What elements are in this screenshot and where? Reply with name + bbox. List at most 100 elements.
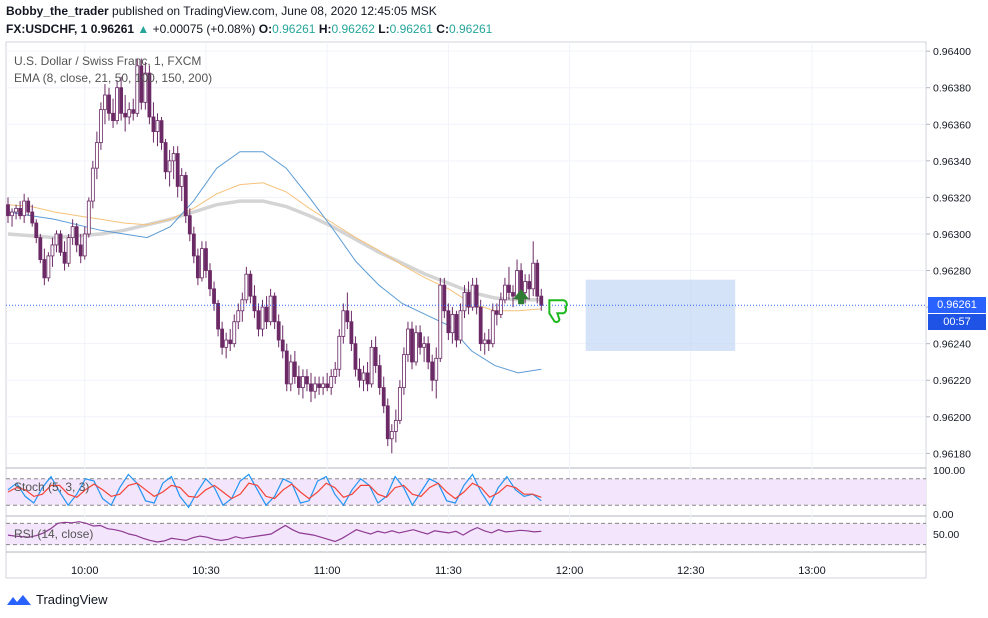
- candle-body: [260, 306, 265, 330]
- candle-body: [296, 376, 301, 388]
- candle-body: [498, 299, 503, 315]
- candle-body: [329, 376, 334, 388]
- tradingview-logo-icon: [7, 594, 31, 605]
- candle-body: [151, 116, 156, 132]
- candle-body: [155, 120, 160, 132]
- candle-body: [191, 233, 196, 257]
- candle-body: [341, 310, 346, 337]
- author-name[interactable]: Bobby_the_trader: [6, 4, 109, 18]
- last-price-tag: 0.96261: [928, 297, 986, 313]
- grid: [6, 42, 926, 552]
- publish-line: Bobby_the_trader published on TradingVie…: [6, 4, 437, 18]
- ema-line: [7, 182, 542, 312]
- candle-body: [268, 295, 273, 323]
- candle-body: [70, 226, 75, 239]
- candle-body: [26, 200, 31, 213]
- rsi-tick-label: 50.00: [933, 529, 959, 541]
- thumbs-down-icon: [548, 299, 568, 324]
- candle-body: [228, 339, 233, 345]
- candle-body: [373, 346, 378, 367]
- rsi-pane: [6, 521, 926, 546]
- price-tick-label: 0.96200: [933, 412, 971, 424]
- high-label: H:: [318, 22, 332, 36]
- candle-body: [474, 284, 479, 308]
- candle-body: [200, 248, 204, 279]
- candle-body: [131, 109, 136, 114]
- candle-body: [139, 65, 144, 103]
- close-label: C:: [436, 22, 449, 36]
- time-tick-label: 13:00: [798, 565, 826, 577]
- low-value: 0.96261: [389, 22, 433, 36]
- candle-body: [426, 343, 431, 363]
- candle-body: [414, 332, 418, 363]
- candle-body: [34, 222, 39, 239]
- instrument-legend[interactable]: U.S. Dollar / Swiss Franc, 1, FXCM: [14, 54, 202, 68]
- candle-body: [111, 112, 115, 122]
- candle-body: [539, 295, 544, 306]
- candle-body: [10, 211, 14, 217]
- low-label: L:: [378, 22, 390, 36]
- candle-body: [462, 292, 467, 312]
- tradingview-brand[interactable]: TradingView: [6, 592, 108, 607]
- ema-line: [7, 199, 542, 302]
- candle-body: [94, 142, 99, 169]
- candle-body: [369, 346, 374, 385]
- candle-body: [42, 259, 47, 279]
- candle-body: [345, 310, 350, 323]
- brand-name: TradingView: [36, 592, 108, 607]
- candle-body: [38, 237, 43, 260]
- price-tick-label: 0.96400: [933, 46, 971, 58]
- candle-body: [511, 292, 515, 297]
- candle-body: [301, 376, 305, 388]
- symbol-line: FX:USDCHF, 1 0.96261 ▲ +0.00075 (+0.08%)…: [6, 22, 492, 36]
- candle-body: [527, 281, 532, 290]
- stoch-line: [7, 482, 542, 500]
- price-tick-label: 0.96320: [933, 192, 971, 204]
- candle-body: [357, 368, 362, 381]
- candle-body: [288, 361, 293, 385]
- price-tick-label: 0.96300: [933, 229, 971, 241]
- candle-body: [430, 361, 435, 381]
- candle-body: [519, 270, 523, 293]
- candle-body: [353, 343, 358, 370]
- candle-body: [280, 339, 285, 352]
- stoch-legend[interactable]: Stoch (5, 3, 3): [14, 480, 90, 494]
- candle-body: [272, 295, 277, 323]
- candle-body: [103, 94, 107, 111]
- ema-legend[interactable]: EMA (8, close, 21, 50, 100, 150, 200): [14, 71, 213, 85]
- price-tick-label: 0.96220: [933, 375, 971, 387]
- candle-body: [284, 350, 289, 385]
- candle-body: [58, 233, 63, 253]
- candle-body: [264, 306, 269, 323]
- candle-body: [119, 87, 124, 114]
- candle-body: [470, 284, 475, 308]
- open-label: O:: [258, 22, 273, 36]
- candle-body: [212, 288, 216, 304]
- rsi-legend[interactable]: RSI (14, close): [14, 527, 94, 541]
- candle-body: [99, 109, 103, 143]
- candle-body: [418, 332, 422, 348]
- time-tick-label: 11:00: [314, 565, 341, 577]
- price-tick-label: 0.96380: [933, 83, 971, 95]
- candle-body: [422, 343, 427, 348]
- price-tick-label: 0.96360: [933, 119, 971, 131]
- candle-body: [78, 244, 83, 257]
- candle-body: [208, 270, 212, 290]
- candle-body: [486, 339, 491, 345]
- candle-body: [494, 310, 499, 315]
- candle-body: [171, 153, 176, 162]
- time-tick-label: 12:30: [677, 565, 705, 577]
- candle-body: [183, 175, 188, 217]
- candle-body: [22, 200, 27, 217]
- candle-body: [244, 273, 249, 301]
- open-value: 0.96261: [272, 22, 316, 36]
- price-tick-label: 0.96180: [933, 448, 971, 460]
- candle-body: [143, 72, 148, 103]
- candle-body: [393, 420, 398, 432]
- candle-body: [438, 284, 443, 359]
- candle-body: [466, 292, 471, 308]
- candle-body: [252, 295, 257, 312]
- close-value: 0.96261: [448, 22, 493, 36]
- candle-body: [389, 431, 394, 440]
